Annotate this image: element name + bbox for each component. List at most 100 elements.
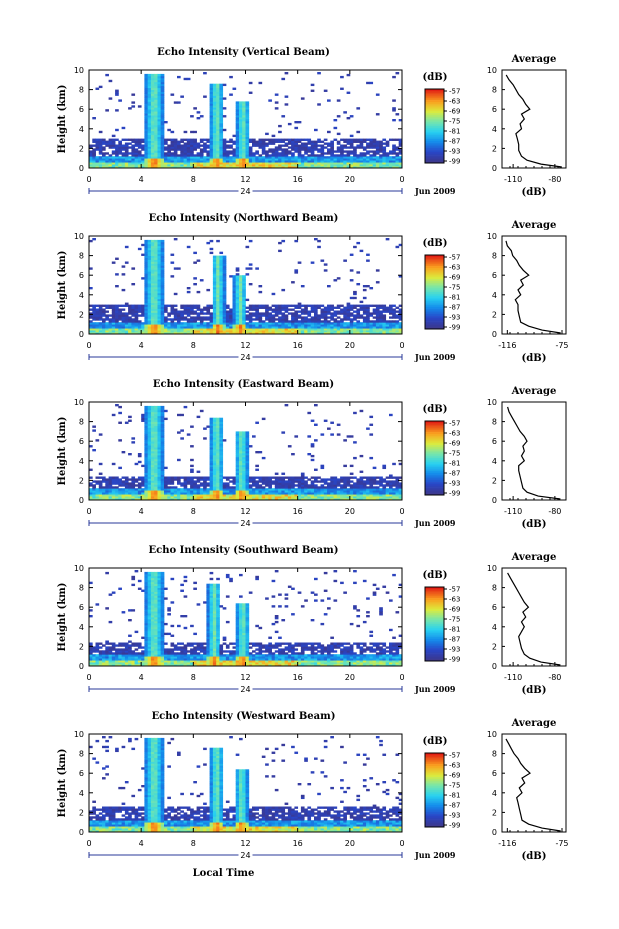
heatmap-cell [278, 310, 282, 313]
heatmap-cell [330, 316, 334, 319]
heatmap-cell [219, 437, 224, 440]
heatmap-cell [232, 158, 237, 161]
heatmap-cell [160, 243, 165, 247]
heatmap-cell [173, 492, 178, 495]
heatmap-cell [327, 316, 331, 319]
heatmap-cell [366, 326, 370, 329]
heatmap-cell [170, 492, 175, 495]
heatmap-cell [183, 308, 188, 311]
average-x-tick-label: -80 [548, 175, 561, 184]
heatmap-cell [144, 247, 149, 251]
heatmap-cell [199, 482, 204, 485]
heatmap-cell [291, 486, 295, 489]
heatmap-cell [375, 332, 380, 335]
heatmap-cell [206, 494, 211, 497]
heatmap-cell [294, 488, 299, 491]
heatmap-cell [160, 449, 165, 452]
heatmap-cell [144, 417, 149, 421]
y-tick-label: 0 [79, 164, 84, 173]
colorbar-segment [425, 279, 444, 282]
heatmap-cell [320, 322, 325, 325]
heatmap-cell [147, 470, 152, 473]
heatmap-cell [199, 476, 204, 479]
heatmap-cell [271, 476, 276, 479]
heatmap-cell [255, 468, 259, 471]
heatmap-cell [164, 480, 168, 483]
heatmap-cell [317, 318, 321, 321]
heatmap-cell [121, 322, 126, 325]
heatmap-cell [239, 324, 243, 327]
heatmap-cell [190, 496, 194, 499]
heatmap-cell [121, 324, 126, 327]
heatmap-cell [209, 152, 214, 155]
heatmap-cell [157, 247, 162, 251]
heatmap-cell [154, 310, 158, 313]
heatmap-cell [193, 498, 197, 501]
heatmap-cell [255, 326, 259, 329]
heatmap-cell [216, 480, 220, 483]
heatmap-cell [134, 162, 139, 165]
heatmap-cell [235, 267, 240, 270]
heatmap-cell [147, 253, 152, 256]
heatmap-cell [389, 164, 393, 167]
heatmap-cell [268, 314, 272, 317]
heatmap-cell [157, 320, 162, 323]
heatmap-cell [222, 255, 227, 258]
heatmap-cell [255, 316, 259, 319]
heatmap-cell [160, 478, 165, 481]
heatmap-cell [320, 314, 325, 317]
heatmap-cell [265, 162, 269, 165]
heatmap-cell [121, 490, 126, 493]
heatmap-cell [180, 166, 184, 169]
heatmap-cell [216, 288, 220, 292]
heatmap-cell [206, 162, 211, 165]
colorbar-frame [424, 88, 445, 164]
heatmap-cell [268, 308, 272, 311]
heatmap-cell [216, 132, 220, 136]
heatmap-cell [219, 419, 224, 422]
heatmap-cell [248, 81, 253, 85]
heatmap-cell [375, 166, 380, 169]
heatmap-cell [261, 496, 266, 499]
heatmap-cell [340, 158, 344, 161]
heatmap-cell [160, 164, 165, 167]
heatmap-cell [154, 292, 158, 296]
heatmap-cell [242, 152, 246, 155]
heatmap-cell [278, 484, 282, 487]
heatmap-cell [183, 332, 188, 335]
heatmap-cell [160, 89, 165, 92]
heatmap-cell [346, 166, 351, 169]
heatmap-cell [356, 326, 361, 329]
heatmap-cell [219, 474, 224, 477]
heatmap-cell [212, 423, 217, 426]
heatmap-cell [304, 148, 308, 151]
heatmap-cell [317, 72, 321, 75]
heatmap-cell [389, 158, 393, 161]
heatmap-cell [209, 162, 214, 165]
heatmap-cell [212, 490, 217, 493]
colorbar-segment [425, 103, 444, 106]
heatmap-cell [245, 447, 250, 450]
heatmap-cell [314, 146, 318, 149]
heatmap-cell [157, 419, 162, 422]
heatmap-cell [115, 404, 119, 407]
heatmap-cell [180, 152, 184, 155]
heatmap-cell [150, 97, 155, 100]
heatmap-cell [245, 124, 250, 128]
heatmap-cell [229, 152, 233, 155]
heatmap-cell [141, 480, 145, 483]
heatmap-cell [193, 138, 197, 141]
heatmap-cell [157, 136, 162, 139]
heatmap-cell [239, 288, 243, 292]
heatmap-cell [212, 142, 217, 145]
heatmap-cell [147, 164, 152, 167]
heatmap-cell [118, 142, 122, 145]
heatmap-cell [222, 267, 227, 270]
heatmap-cell [105, 304, 109, 307]
colorbar-segment [425, 135, 444, 138]
heatmap-cell [369, 158, 374, 161]
heatmap-cell [212, 441, 217, 444]
heatmap-cell [239, 287, 243, 290]
heatmap-cell [349, 318, 354, 321]
heatmap-cell [196, 312, 201, 315]
